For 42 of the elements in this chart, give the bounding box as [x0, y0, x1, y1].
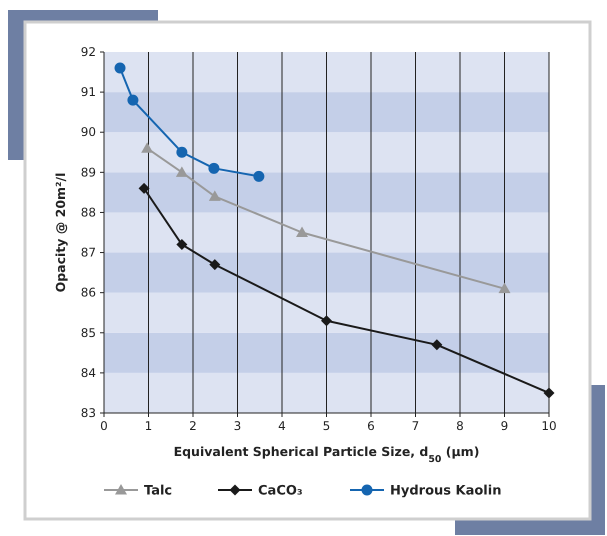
y-tick-label: 92	[80, 45, 96, 59]
point	[296, 226, 308, 237]
x-tick-label: 8	[456, 419, 464, 433]
point	[321, 315, 332, 326]
y-tick-label: 87	[80, 246, 96, 260]
y-tick-label: 83	[80, 406, 96, 420]
x-tick-label: 10	[541, 419, 557, 433]
legend-label: Hydrous Kaolin	[390, 484, 502, 498]
point	[176, 239, 188, 250]
x-tick-label: 1	[144, 419, 152, 433]
legend-label: CaCO₃	[258, 484, 303, 498]
x-tick-label: 2	[189, 419, 197, 433]
y-tick-label: 85	[80, 326, 96, 340]
point	[176, 146, 188, 158]
point	[498, 282, 510, 294]
x-tick-label: 6	[367, 419, 375, 433]
point	[141, 142, 154, 153]
legend-label: Talc	[144, 484, 172, 498]
point	[176, 166, 188, 177]
point	[253, 170, 264, 182]
point	[431, 339, 442, 350]
point	[544, 387, 554, 398]
point	[208, 162, 220, 174]
y-tick-label: 89	[80, 165, 96, 180]
y-tick-label: 90	[80, 125, 96, 140]
point	[127, 94, 138, 106]
x-tick-label: 5	[322, 419, 330, 433]
x-tick-label: 4	[278, 419, 286, 433]
y-tick-label: 84	[80, 366, 96, 380]
y-tick-label: 91	[80, 85, 96, 100]
point	[208, 190, 221, 201]
y-tick-label: 86	[80, 286, 96, 300]
point	[209, 259, 220, 270]
x-axis-title: Equivalent Spherical Particle Size, d$_{50}$ (µm)	[174, 444, 480, 464]
x-tick-label: 9	[500, 419, 508, 433]
y-tick-label: 88	[80, 205, 96, 220]
x-tick-label: 0	[100, 419, 108, 433]
x-tick-label: 3	[234, 419, 242, 433]
y-axis-title: Opacity @ 20m²/l	[53, 172, 68, 292]
point	[138, 182, 150, 194]
x-tick-label: 7	[412, 419, 420, 433]
point	[114, 62, 126, 74]
